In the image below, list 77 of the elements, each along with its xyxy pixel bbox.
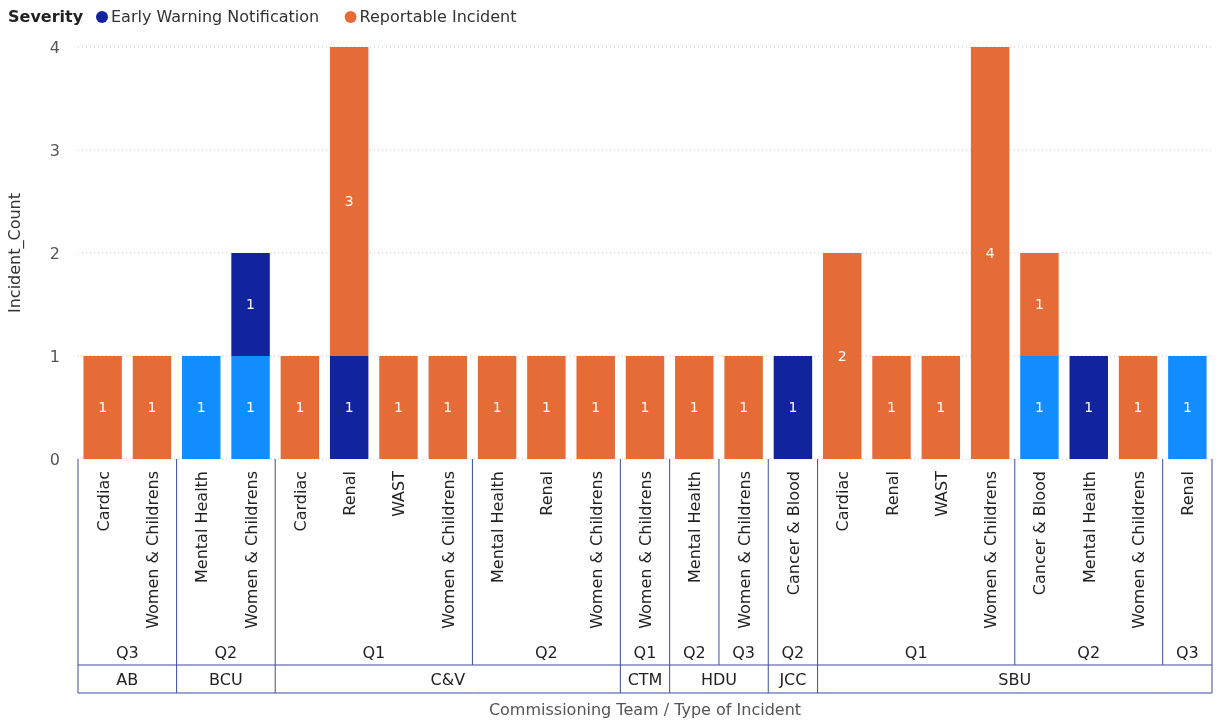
x-tick-label: Women & Childrens	[981, 471, 1001, 629]
x-tick-label: Women & Childrens	[734, 471, 754, 629]
y-tick-label: 4	[49, 37, 60, 57]
data-label: 1	[936, 399, 946, 416]
x-tick-label: Mental Health	[685, 471, 705, 583]
x-tick-label: WAST	[389, 470, 409, 517]
data-label: 1	[492, 399, 502, 416]
x-tick-label: Renal	[340, 471, 360, 516]
data-label: 1	[1133, 399, 1143, 416]
data-label: 3	[344, 193, 354, 210]
data-label: 1	[246, 296, 256, 313]
data-label: 1	[739, 399, 749, 416]
x-tick-label: Cardiac	[93, 471, 113, 532]
x-tick-label: Women & Childrens	[1129, 471, 1149, 629]
x-tick-label: Cancer & Blood	[783, 471, 803, 596]
x-axis-title: Q1	[904, 643, 928, 662]
x-axis-title: Q2	[214, 643, 238, 662]
y-tick-label: 2	[49, 243, 60, 263]
data-label: 1	[541, 399, 551, 416]
x-tick-label: Women & Childrens	[241, 471, 261, 629]
text: SBU	[998, 670, 1032, 689]
data-label: 1	[394, 399, 403, 416]
x-tick-label: Mental Health	[192, 471, 212, 583]
legend-label: Reportable Incident	[359, 7, 517, 26]
data-label: 1	[147, 399, 157, 416]
text: JCC	[778, 670, 807, 689]
y-tick-label: 0	[49, 449, 60, 469]
x-axis-title: Q3	[115, 643, 139, 662]
x-axis-title: Q3	[1175, 643, 1199, 662]
data-label: 1	[788, 399, 798, 416]
data-label: 4	[985, 244, 995, 261]
data-label: 1	[1034, 296, 1044, 313]
text: BCU	[209, 670, 243, 689]
x-axis-title: Q2	[535, 643, 558, 662]
data-label: 1	[591, 399, 601, 416]
x-axis-title: Q1	[633, 643, 657, 662]
x-tick-label: Women & Childrens	[586, 471, 606, 629]
text: CTM	[627, 670, 663, 689]
x-tick-label: Cardiac	[833, 471, 853, 532]
x-tick-label: Renal	[882, 471, 902, 516]
data-label: 1	[887, 399, 896, 416]
x-tick-label: Mental Health	[1079, 471, 1099, 583]
data-label: 1	[344, 399, 354, 416]
data-label: 1	[98, 399, 108, 416]
x-axis-title: Q2	[1077, 643, 1101, 662]
x-tick-label: Cancer & Blood	[1030, 471, 1050, 596]
text: C&V	[430, 670, 466, 689]
text: HDU	[700, 670, 737, 689]
x-tick-label: Mental Health	[488, 471, 508, 583]
y-tick-label: 3	[49, 140, 60, 160]
data-label: 1	[640, 399, 650, 416]
x-tick-label: Women & Childrens	[142, 471, 162, 629]
x-axis-title: Q2	[682, 643, 706, 662]
x-tick-label: Renal	[1178, 471, 1198, 516]
data-label: 1	[246, 399, 256, 416]
y-tick-label: 1	[49, 346, 60, 366]
data-label: 1	[196, 399, 206, 416]
x-tick-label: Cardiac	[290, 471, 310, 532]
x-axis-title: Q3	[732, 643, 755, 662]
x-tick-label: Women & Childrens	[636, 471, 655, 629]
data-label: 1	[295, 399, 305, 416]
data-label: 1	[1084, 399, 1094, 416]
data-label: 1	[689, 399, 699, 416]
data-label: 1	[1034, 399, 1044, 416]
data-label: 1	[443, 399, 453, 416]
x-tick-label: Renal	[537, 471, 557, 516]
text: Commissioning Team / Type of Incident	[488, 700, 802, 719]
x-axis-title: Q2	[781, 643, 805, 662]
text: AB	[116, 670, 139, 689]
x-axis-title: Q1	[362, 643, 386, 662]
data-label: 1	[1182, 399, 1192, 416]
x-tick-label: WAST	[931, 470, 951, 517]
y-axis-title: Incident_Count	[5, 192, 25, 314]
x-tick-label: Women & Childrens	[438, 471, 458, 629]
data-label: 2	[837, 347, 847, 364]
legend-title: Severity	[8, 7, 84, 26]
legend-label: Early Warning Notification	[111, 7, 320, 26]
